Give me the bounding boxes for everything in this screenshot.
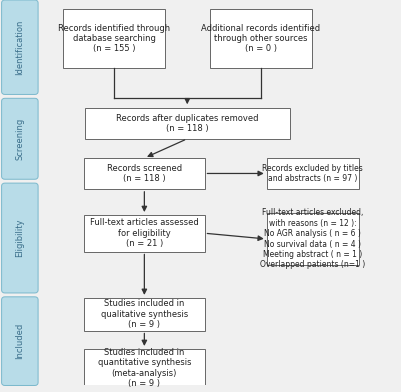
- FancyBboxPatch shape: [267, 213, 359, 265]
- FancyBboxPatch shape: [84, 158, 205, 189]
- Text: Studies included in
qualitative synthesis
(n = 9 ): Studies included in qualitative synthesi…: [101, 299, 188, 329]
- Text: Identification: Identification: [15, 20, 24, 75]
- FancyBboxPatch shape: [2, 183, 38, 293]
- FancyBboxPatch shape: [267, 158, 359, 189]
- FancyBboxPatch shape: [84, 298, 205, 330]
- FancyBboxPatch shape: [63, 9, 165, 69]
- Text: Records identified through
database searching
(n = 155 ): Records identified through database sear…: [58, 24, 170, 53]
- Text: Studies included in
quantitative synthesis
(meta-analysis)
(n = 9 ): Studies included in quantitative synthes…: [97, 348, 191, 388]
- Text: Records excluded by titles
and abstracts (n = 97 ): Records excluded by titles and abstracts…: [262, 164, 363, 183]
- Text: Full-text articles assessed
for eligibility
(n = 21 ): Full-text articles assessed for eligibil…: [90, 218, 199, 248]
- Text: Records after duplicates removed
(n = 118 ): Records after duplicates removed (n = 11…: [116, 114, 259, 133]
- FancyBboxPatch shape: [209, 9, 312, 69]
- Text: Full-text articles excluded,
with reasons (n = 12 ):
No AGR analysis ( n = 6 )
N: Full-text articles excluded, with reason…: [260, 209, 365, 269]
- FancyBboxPatch shape: [2, 98, 38, 179]
- Text: Screening: Screening: [15, 118, 24, 160]
- Text: Records screened
(n = 118 ): Records screened (n = 118 ): [107, 164, 182, 183]
- FancyBboxPatch shape: [2, 0, 38, 94]
- FancyBboxPatch shape: [84, 215, 205, 252]
- FancyBboxPatch shape: [84, 349, 205, 387]
- Text: Included: Included: [15, 323, 24, 359]
- Text: Eligibility: Eligibility: [15, 219, 24, 257]
- FancyBboxPatch shape: [2, 297, 38, 385]
- FancyBboxPatch shape: [85, 108, 290, 139]
- Text: Additional records identified
through other sources
(n = 0 ): Additional records identified through ot…: [201, 24, 320, 53]
